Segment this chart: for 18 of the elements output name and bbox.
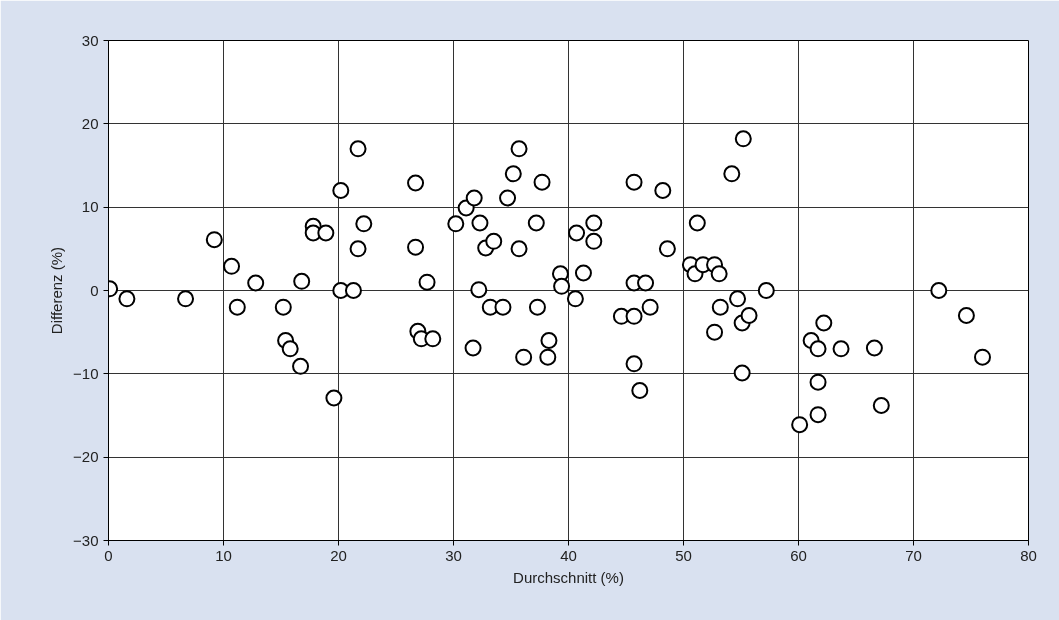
x-tick-label: 40 bbox=[560, 546, 577, 564]
y-tick-label: −10 bbox=[73, 364, 99, 382]
y-tick-label: 0 bbox=[90, 281, 99, 299]
x-tick-label: 10 bbox=[215, 546, 232, 564]
x-tick-label: 30 bbox=[445, 546, 462, 564]
x-tick-label: 0 bbox=[104, 546, 113, 564]
x-tick-label: 60 bbox=[790, 546, 807, 564]
y-axis-title: Differenz (%) bbox=[48, 246, 66, 335]
x-tick-label: 20 bbox=[330, 546, 347, 564]
x-axis-title: Durchschnitt (%) bbox=[513, 568, 624, 586]
y-tick-label: 30 bbox=[81, 31, 99, 49]
x-tick-label: 50 bbox=[675, 546, 692, 564]
y-tick-label: 10 bbox=[81, 198, 99, 216]
y-tick-label: −20 bbox=[73, 448, 99, 466]
x-tick-label: 80 bbox=[1020, 546, 1037, 564]
y-tick-label: −30 bbox=[73, 531, 99, 549]
y-tick-label: 20 bbox=[81, 114, 99, 132]
x-tick-label: 70 bbox=[905, 546, 922, 564]
